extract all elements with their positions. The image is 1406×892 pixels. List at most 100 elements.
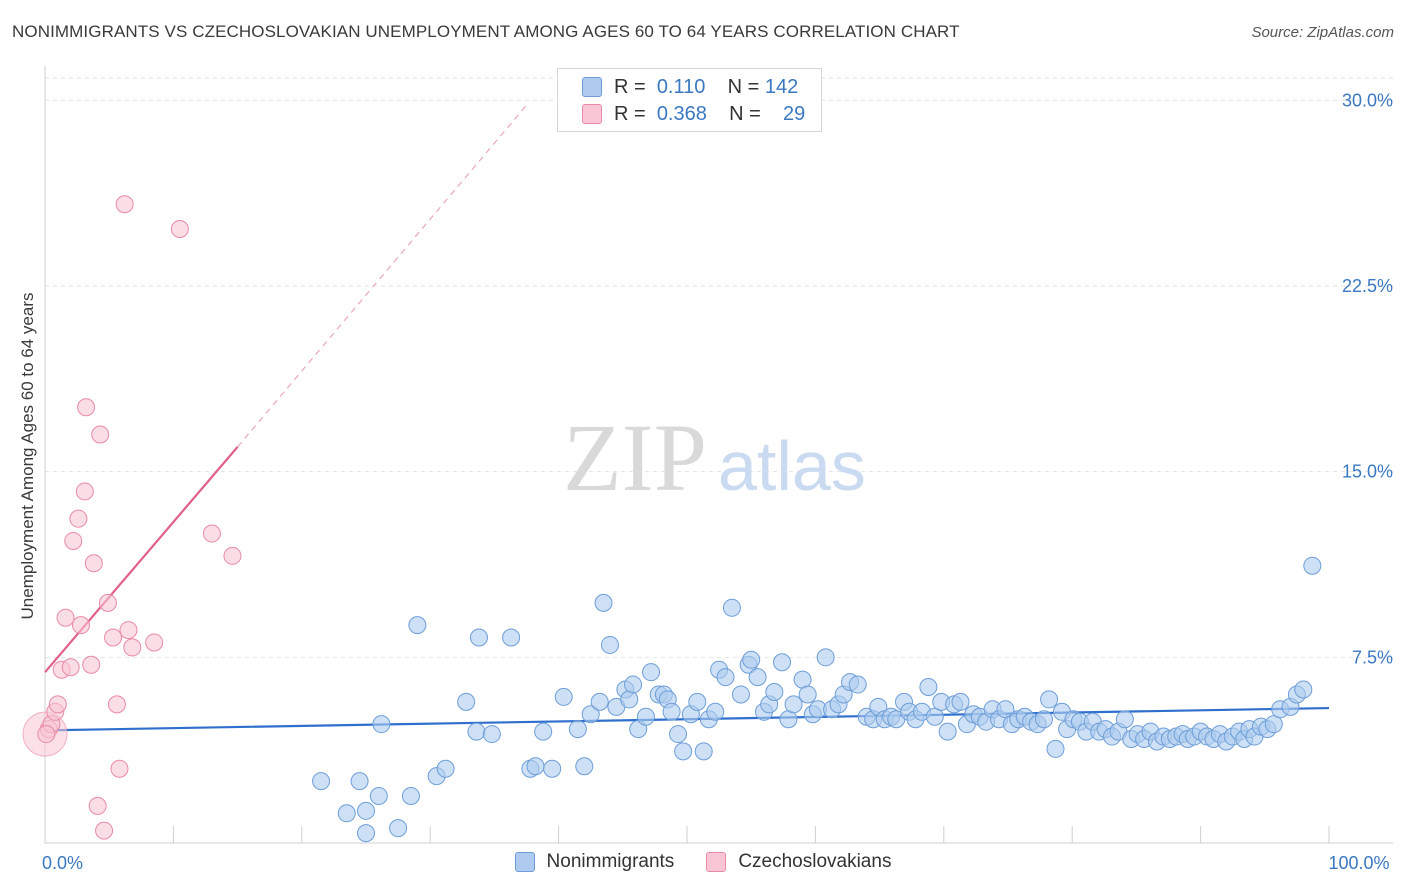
point-czechoslovakians (69, 509, 88, 528)
point-nonimmigrants (765, 682, 784, 701)
y-tick-label: 7.5% (1352, 647, 1393, 667)
legend-item-czechoslovakians: Czechoslovakians (706, 851, 891, 873)
point-nonimmigrants (816, 648, 835, 667)
point-nonimmigrants (1264, 715, 1283, 734)
point-nonimmigrants (784, 695, 803, 714)
legend-item-nonimmigrants: Nonimmigrants (514, 851, 675, 873)
point-nonimmigrants (502, 628, 521, 647)
point-nonimmigrants (624, 675, 643, 694)
point-nonimmigrants (1034, 710, 1053, 729)
point-nonimmigrants (482, 725, 501, 744)
point-nonimmigrants (408, 616, 427, 635)
point-nonimmigrants (722, 598, 741, 617)
legend-n-label: N = (727, 75, 760, 98)
point-nonimmigrants (688, 692, 707, 711)
y-tick-label: 15.0% (1342, 462, 1393, 482)
point-nonimmigrants (457, 692, 476, 711)
point-nonimmigrants (1046, 739, 1065, 758)
point-czechoslovakians (64, 531, 83, 550)
point-nonimmigrants (731, 685, 750, 704)
point-nonimmigrants (372, 715, 391, 734)
point-czechoslovakians (119, 621, 138, 640)
legend-row-czechoslovakians: R = 0.368 N = 29 (582, 102, 805, 126)
point-nonimmigrants (716, 668, 735, 687)
point-nonimmigrants (467, 722, 486, 741)
point-nonimmigrants (798, 685, 817, 704)
point-czechoslovakians (37, 725, 56, 744)
x-tick-label: 100.0% (1328, 853, 1389, 873)
legend-swatch-blue (582, 77, 602, 97)
watermark-zip: ZIP (563, 404, 707, 511)
point-czechoslovakians (61, 658, 80, 677)
point-nonimmigrants (1294, 680, 1313, 699)
point-nonimmigrants (401, 786, 420, 805)
point-czechoslovakians (84, 554, 103, 573)
point-nonimmigrants (773, 653, 792, 672)
point-nonimmigrants (925, 707, 944, 726)
point-nonimmigrants (1115, 710, 1134, 729)
point-czechoslovakians (82, 655, 101, 674)
point-nonimmigrants (694, 742, 713, 761)
legend-label: Czechoslovakians (738, 851, 892, 872)
point-nonimmigrants (554, 687, 573, 706)
point-nonimmigrants (636, 707, 655, 726)
point-nonimmigrants (848, 675, 867, 694)
point-nonimmigrants (600, 635, 619, 654)
point-czechoslovakians (56, 608, 75, 627)
point-nonimmigrants (996, 700, 1015, 719)
y-tick-label: 30.0% (1342, 90, 1393, 110)
point-czechoslovakians (170, 220, 189, 239)
point-nonimmigrants (620, 690, 639, 709)
legend-r-value: 0.110 (656, 75, 706, 98)
legend-n-value: 142 (764, 75, 799, 98)
legend-swatch-pink (706, 852, 727, 872)
point-nonimmigrants (938, 722, 957, 741)
chart-title: NONIMMIGRANTS VS CZECHOSLOVAKIAN UNEMPLO… (12, 22, 960, 41)
point-czechoslovakians (202, 524, 221, 543)
gridlines (45, 77, 1393, 658)
correlation-legend: R = 0.110 N = 142 R = 0.368 N = 29 (557, 68, 822, 132)
point-czechoslovakians (88, 796, 107, 815)
point-nonimmigrants (369, 786, 388, 805)
data-points (22, 195, 1322, 843)
point-nonimmigrants (350, 772, 369, 791)
y-tick-label: 22.5% (1342, 276, 1393, 296)
point-czechoslovakians (115, 195, 134, 214)
legend-swatch-blue (514, 852, 535, 872)
legend-row-nonimmigrants: R = 0.110 N = 142 (582, 75, 798, 99)
point-nonimmigrants (1303, 556, 1322, 575)
point-nonimmigrants (436, 759, 455, 778)
point-czechoslovakians (145, 633, 164, 652)
point-nonimmigrants (357, 824, 375, 843)
point-czechoslovakians (77, 398, 96, 417)
point-nonimmigrants (742, 650, 761, 669)
legend-n-label: N = (729, 102, 761, 125)
point-czechoslovakians (71, 616, 90, 635)
point-nonimmigrants (662, 702, 681, 721)
point-nonimmigrants (337, 804, 356, 823)
legend-r-label: R = (614, 102, 646, 125)
point-nonimmigrants (575, 757, 594, 776)
y-axis-label: Unemployment Among Ages 60 to 64 years (18, 292, 37, 620)
legend-r-value: 0.368 (656, 102, 707, 125)
point-nonimmigrants (919, 678, 938, 697)
point-czechoslovakians (75, 482, 94, 501)
trend-line-czechoslovakians (44, 446, 239, 673)
point-nonimmigrants (312, 772, 331, 791)
trend-extension-czechoslovakians (237, 104, 527, 448)
point-nonimmigrants (706, 702, 725, 721)
legend-label: Nonimmigrants (546, 851, 675, 872)
point-czechoslovakians (110, 759, 129, 778)
point-nonimmigrants (568, 720, 587, 739)
point-czechoslovakians (107, 695, 126, 714)
point-nonimmigrants (543, 759, 562, 778)
point-nonimmigrants (642, 663, 661, 682)
point-czechoslovakians (104, 628, 123, 647)
point-nonimmigrants (590, 692, 609, 711)
point-nonimmigrants (389, 819, 408, 838)
x-tick-label: 0.0% (42, 853, 83, 873)
point-nonimmigrants (674, 742, 693, 761)
point-czechoslovakians (223, 546, 242, 565)
point-nonimmigrants (1040, 690, 1059, 709)
